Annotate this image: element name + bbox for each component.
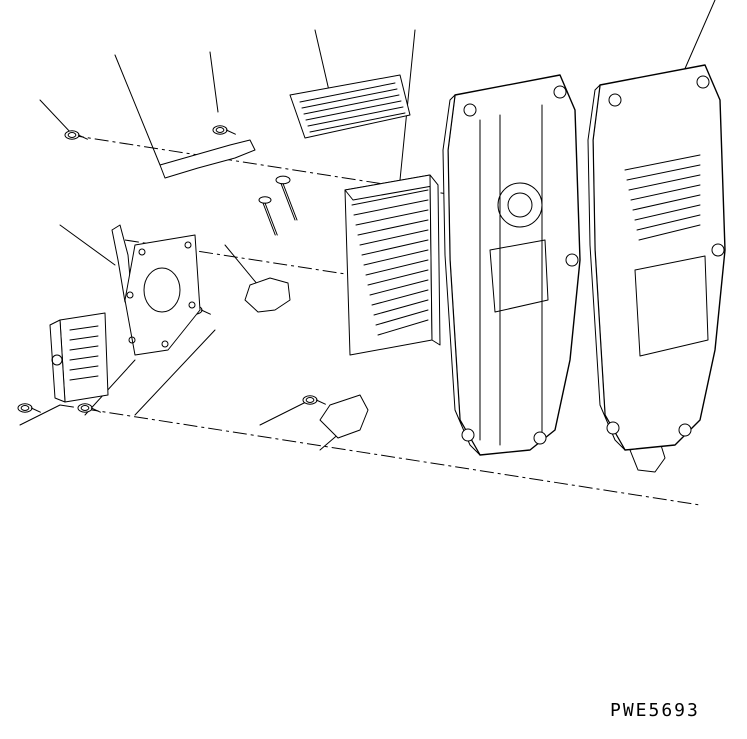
drawing-number-label: PWE5693 bbox=[610, 700, 700, 721]
housing-case-b bbox=[588, 65, 725, 450]
exploded-diagram bbox=[0, 0, 747, 739]
louver-vent bbox=[290, 75, 410, 138]
screws bbox=[259, 176, 297, 235]
housing-case-a bbox=[443, 75, 580, 455]
gasket bbox=[125, 235, 200, 355]
heater-core bbox=[345, 175, 440, 355]
actuator-motor bbox=[50, 313, 108, 402]
